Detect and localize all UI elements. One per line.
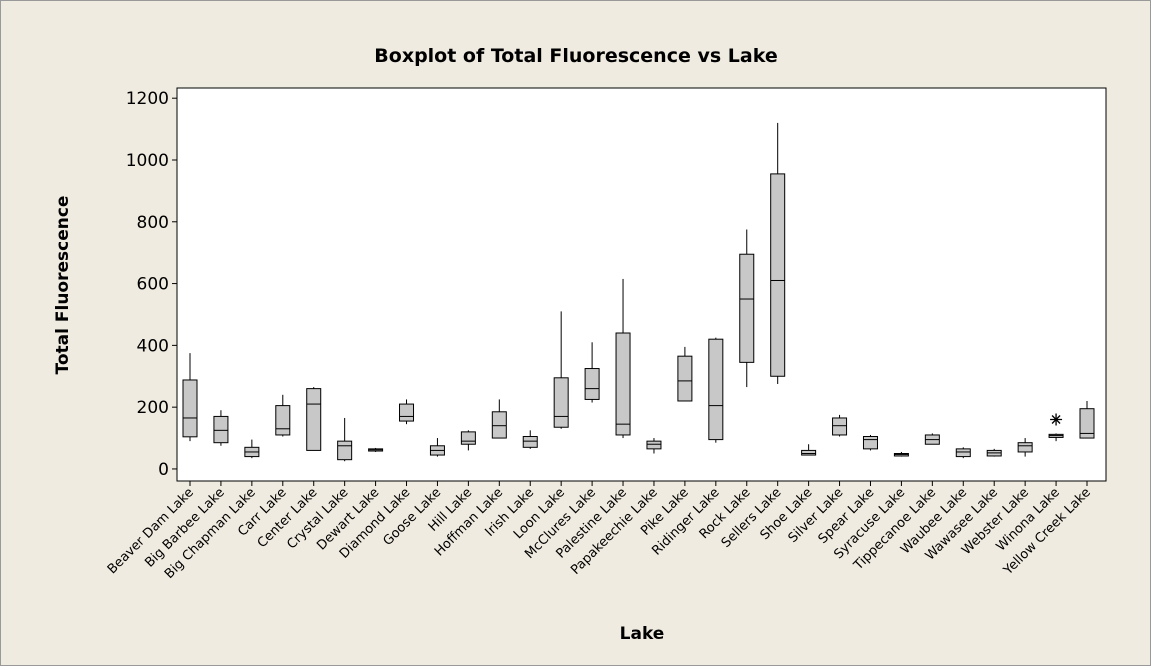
box: [491, 411, 507, 439]
box: [584, 368, 600, 400]
box: [677, 355, 693, 402]
box: [801, 449, 817, 456]
plot-area: [176, 87, 1107, 482]
y-tick-label: 400: [137, 336, 169, 356]
y-tick-label: 800: [137, 213, 169, 233]
y-tick-label: 1000: [126, 151, 169, 171]
x-axis-label: Lake: [620, 624, 665, 644]
box: [182, 379, 198, 438]
box: [646, 440, 662, 450]
box: [739, 253, 755, 363]
y-tick-label: 1200: [126, 89, 169, 109]
box: [522, 436, 538, 448]
box: [553, 377, 569, 428]
box: [399, 403, 415, 422]
box: [770, 173, 786, 377]
y-tick-label: 0: [158, 460, 169, 480]
box: [1079, 408, 1095, 439]
box: [275, 405, 291, 436]
y-tick-label: 600: [137, 275, 169, 295]
box: [213, 415, 229, 444]
box: [832, 417, 848, 436]
box: [306, 388, 322, 451]
box: [337, 440, 353, 461]
box: [955, 448, 971, 458]
box: [460, 431, 476, 445]
y-axis-label: Total Fluorescence: [53, 196, 73, 375]
box: [615, 332, 631, 436]
y-tick-label: 200: [137, 398, 169, 418]
box: [1017, 442, 1033, 453]
box: [708, 338, 724, 441]
box: [862, 436, 878, 450]
chart-title: Boxplot of Total Fluorescence vs Lake: [374, 45, 777, 67]
outlier: [1050, 413, 1063, 426]
